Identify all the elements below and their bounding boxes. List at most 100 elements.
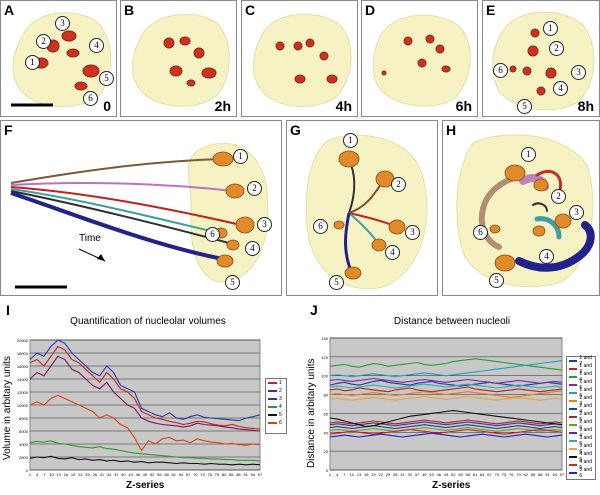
x-tick-label: 76 [509, 472, 514, 477]
nucleolus-number: 3 [55, 16, 70, 31]
legend-swatch [569, 400, 578, 402]
nucleolus-number: 3 [257, 217, 272, 232]
x-tick-label: 55 [458, 472, 463, 477]
chart-legend: 1 2 3 4 5 6 [265, 378, 287, 434]
x-tick-label: 10 [350, 472, 355, 477]
legend-label: 2 and 4 [579, 403, 592, 415]
series-line [329, 386, 563, 393]
nucleolus-number: 6 [83, 91, 98, 106]
x-tick-label: 79 [516, 472, 521, 477]
legend-swatch [569, 440, 578, 442]
nucleolus-number: 6 [313, 219, 328, 234]
x-tick-label: 19 [71, 472, 76, 477]
panel-h: H 1 2 3 4 5 6 [442, 120, 600, 296]
panel-label: F [4, 122, 13, 138]
legend-swatch [268, 414, 277, 416]
legend-label: 2 and 6 [579, 419, 592, 431]
x-tick-label: 91 [545, 472, 550, 477]
legend-label: 4 [279, 404, 282, 410]
series-line [329, 358, 563, 371]
y-tick-label: 14000 [17, 377, 29, 382]
nucleolus-number: 5 [517, 99, 532, 114]
nucleolus-number: 2 [551, 189, 566, 204]
nucleolus-number: 5 [329, 275, 344, 290]
legend-item: 1 and 6 [567, 387, 595, 399]
nucleolus-number: 2 [36, 34, 51, 49]
x-tick-label: 28 [393, 472, 398, 477]
x-tick-label: 31 [100, 472, 105, 477]
x-tick-label: 70 [495, 472, 500, 477]
legend-label: 3 [279, 396, 282, 402]
panel-c-image [253, 13, 352, 107]
nucleolus-number: 1 [233, 149, 248, 164]
legend-label: 3 and 6 [579, 443, 592, 455]
panel-g-image [305, 134, 428, 290]
legend-swatch [569, 360, 578, 362]
nucleolus-number: 6 [473, 225, 488, 240]
legend-item: 4 [266, 403, 286, 411]
x-tick-label: 16 [364, 472, 369, 477]
legend-item: 3 and 4 [567, 427, 595, 439]
time-label: 0 [103, 98, 111, 114]
panel-g: G 1 2 3 4 5 6 [286, 120, 438, 296]
panel-label: I [6, 302, 10, 318]
nucleolus-number: 1 [25, 55, 40, 70]
x-tick-label: 7 [343, 472, 346, 477]
y-tick-label: 120 [321, 355, 328, 360]
panel-label: A [4, 2, 15, 18]
legend-swatch [569, 416, 578, 418]
legend-item: 1 and 2 [567, 355, 595, 367]
legend-swatch [569, 464, 578, 466]
x-tick-label: 46 [136, 472, 141, 477]
x-tick-label: 19 [371, 472, 376, 477]
panel-d: D 6h [361, 0, 478, 117]
distance-chart: 0 20 40 60 80 100 120 140 1 4 7 10 13 16 19 22 25 28 31 34 3… [321, 336, 565, 477]
nucleolus-number: 4 [245, 241, 260, 256]
x-tick-label: 7 [43, 472, 46, 477]
legend-item: 6 [266, 419, 286, 427]
nucleolus-number: 4 [553, 81, 568, 96]
panel-b-image [132, 13, 230, 107]
x-tick-label: 31 [400, 472, 405, 477]
nucleolus-number: 3 [569, 205, 584, 220]
x-tick-label: 52 [451, 472, 456, 477]
legend-label: 4 and 5 [579, 451, 592, 463]
x-tick-label: 10 [49, 472, 54, 477]
chart-title: Distance between nucleoli [393, 316, 511, 327]
y-tick-label: 18000 [17, 351, 29, 356]
panel-i: I Quantification of nucleolar volumes Vo… [0, 300, 296, 495]
y-tick-label: 140 [321, 336, 328, 341]
x-tick-label: 91 [243, 472, 248, 477]
legend-swatch [569, 472, 578, 474]
legend-swatch [569, 432, 578, 434]
legend-label: 6 [279, 420, 282, 426]
series-line [29, 440, 261, 462]
series-line [29, 455, 261, 466]
x-tick-label: 85 [229, 472, 234, 477]
y-tick-label: 80 [324, 393, 329, 398]
x-tick-label: 97 [560, 472, 565, 477]
series-line [29, 339, 261, 422]
series-line [29, 355, 261, 432]
x-tick-label: 61 [172, 472, 177, 477]
legend-swatch [569, 368, 578, 370]
x-tick-label: 88 [236, 472, 241, 477]
legend-item: 3 and 5 [567, 435, 595, 447]
panel-label: B [124, 2, 135, 18]
legend-label: 1 and 3 [579, 363, 592, 375]
nucleolus-number: 5 [99, 71, 114, 86]
nucleolus-number: 2 [391, 177, 406, 192]
x-axis-label: Z-series [126, 480, 165, 491]
y-tick-label: 8000 [19, 416, 29, 421]
legend-swatch [569, 384, 578, 386]
legend-swatch [268, 398, 277, 400]
legend-label: 2 and 3 [579, 395, 592, 407]
series-line [29, 345, 261, 430]
x-tick-label: 40 [422, 472, 427, 477]
x-tick-label: 40 [121, 472, 126, 477]
x-tick-label: 49 [444, 472, 449, 477]
nucleolus-number: 3 [405, 225, 420, 240]
x-tick-label: 64 [480, 472, 485, 477]
series-line [329, 421, 563, 427]
x-axis-label: Z-series [432, 480, 471, 491]
